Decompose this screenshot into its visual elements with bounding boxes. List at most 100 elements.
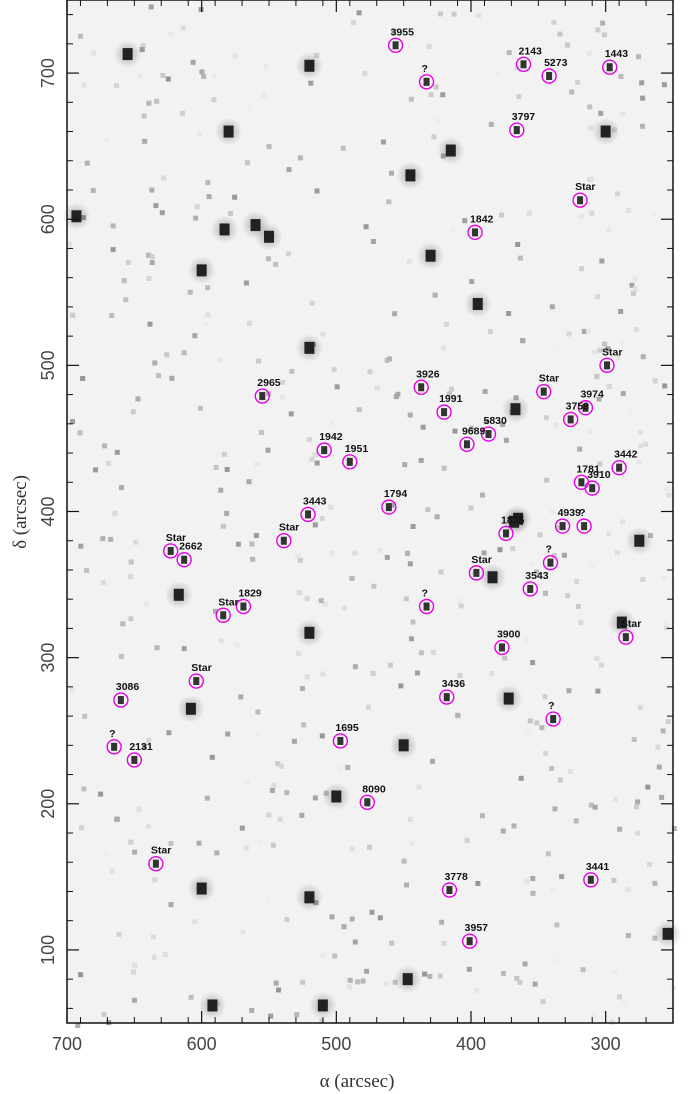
noise-pixel — [180, 25, 186, 31]
noise-pixel — [102, 443, 107, 449]
source-marker — [583, 872, 599, 888]
noise-pixel — [120, 621, 126, 627]
noise-pixel — [151, 954, 157, 960]
noise-pixel — [253, 533, 259, 538]
noise-pixel — [132, 997, 137, 1003]
noise-pixel — [348, 444, 353, 450]
noise-pixel — [639, 80, 645, 86]
source-marker — [126, 752, 143, 768]
noise-pixel — [168, 841, 174, 846]
noise-pixel — [625, 933, 631, 939]
noise-pixel — [552, 806, 558, 812]
source-label: Star — [191, 662, 211, 674]
noise-pixel — [199, 69, 205, 75]
source-label: 1781 — [576, 463, 600, 475]
noise-pixel — [204, 795, 210, 801]
noise-pixel — [227, 210, 233, 216]
noise-pixel — [245, 779, 251, 785]
noise-pixel — [329, 550, 335, 556]
noise-pixel — [663, 621, 669, 627]
noise-pixel — [217, 357, 223, 363]
noise-pixel — [90, 188, 96, 193]
noise-pixel — [579, 266, 585, 272]
noise-pixel — [579, 213, 584, 219]
noise-pixel — [640, 354, 646, 360]
noise-pixel — [656, 360, 662, 366]
noise-pixel — [495, 70, 501, 76]
noise-pixel — [152, 360, 158, 366]
source-core — [364, 798, 371, 807]
noise-pixel — [497, 547, 503, 553]
noise-pixel — [506, 311, 512, 316]
source-marker — [542, 554, 559, 571]
noise-pixel — [123, 297, 129, 303]
source-core — [547, 558, 554, 567]
noise-pixel — [328, 504, 334, 510]
noise-pixel — [537, 532, 543, 538]
x-axis: 700 600 500 400 300 — [52, 0, 674, 1054]
noise-pixel — [288, 411, 294, 417]
noise-pixel — [100, 536, 106, 542]
noise-pixel — [114, 816, 120, 822]
source-label: ? — [545, 544, 551, 556]
noise-pixel — [197, 405, 203, 411]
noise-pixel — [224, 510, 230, 516]
background-source — [122, 48, 133, 61]
noise-pixel — [621, 999, 627, 1005]
noise-pixel — [543, 590, 548, 596]
x-axis-label: α (arcsec) — [320, 1071, 395, 1092]
noise-pixel — [362, 70, 368, 76]
noise-pixel — [209, 754, 215, 760]
noise-pixel — [553, 422, 559, 428]
noise-pixel — [232, 194, 238, 200]
source-label: 3926 — [416, 368, 440, 380]
noise-pixel — [567, 769, 573, 774]
noise-pixel — [599, 258, 605, 264]
source-label: 3543 — [525, 570, 549, 582]
noise-pixel — [666, 492, 672, 498]
noise-pixel — [416, 784, 422, 790]
background-source — [317, 999, 328, 1012]
noise-pixel — [652, 378, 658, 384]
source-marker — [235, 598, 252, 615]
noise-pixel — [156, 373, 162, 379]
noise-pixel — [522, 961, 528, 967]
noise-pixel — [146, 276, 152, 281]
noise-pixel — [76, 160, 82, 166]
noise-pixel — [312, 795, 318, 801]
source-core — [181, 555, 188, 564]
source-label: Star — [166, 532, 186, 544]
source-core — [581, 522, 588, 531]
source-marker — [413, 379, 429, 395]
noise-pixel — [441, 345, 446, 351]
noise-pixel — [407, 816, 413, 822]
source-marker — [515, 56, 532, 73]
noise-pixel — [645, 784, 651, 790]
noise-pixel — [503, 437, 509, 443]
noise-pixel — [181, 350, 187, 356]
noise-pixel — [152, 877, 158, 883]
noise-pixel — [101, 1011, 107, 1017]
noise-pixel — [430, 758, 435, 764]
noise-pixel — [270, 788, 275, 793]
noise-pixel — [322, 601, 328, 607]
source-marker — [602, 59, 618, 75]
source-core — [466, 937, 473, 946]
noise-pixel — [249, 541, 255, 547]
background-source — [173, 588, 184, 601]
noise-pixel — [314, 460, 320, 466]
source-marker — [494, 639, 510, 656]
noise-pixel — [566, 688, 572, 694]
noise-pixel — [550, 58, 555, 64]
noise-pixel — [149, 254, 155, 260]
noise-pixel — [277, 816, 283, 822]
noise-pixel — [636, 54, 641, 60]
noise-pixel — [409, 636, 414, 642]
noise-pixel — [549, 887, 555, 893]
source-marker — [106, 739, 122, 755]
noise-pixel — [213, 464, 219, 470]
source-label: 1794 — [384, 488, 408, 500]
noise-pixel — [349, 846, 355, 852]
noise-pixel — [524, 878, 530, 884]
